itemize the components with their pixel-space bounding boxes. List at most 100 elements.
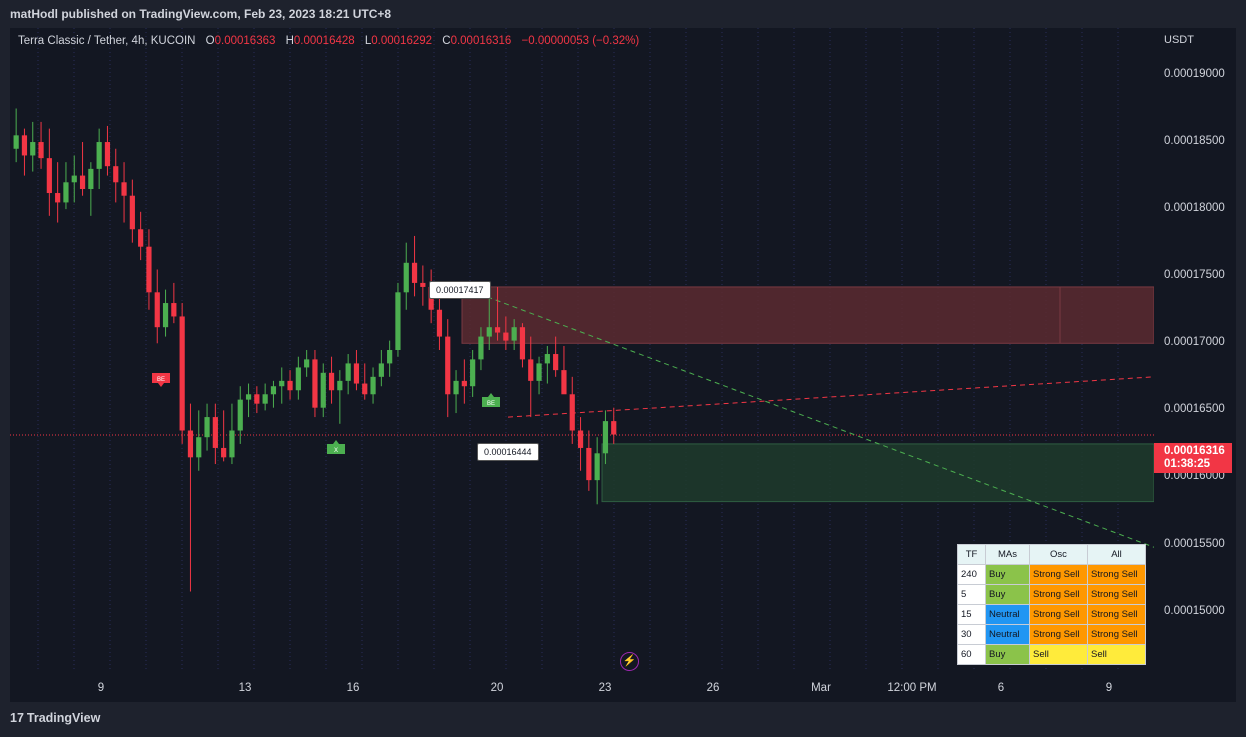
candlestick-chart[interactable]: BE BE X xyxy=(10,28,1154,672)
price-tick-label: 0.00018000 xyxy=(1164,202,1225,215)
axis-corner xyxy=(1154,672,1236,702)
table-cell: Buy xyxy=(985,564,1030,585)
time-tick-label: 20 xyxy=(490,682,504,694)
table-cell: Buy xyxy=(985,584,1030,605)
last-price-value: 0.00016316 xyxy=(1164,445,1225,457)
table-cell: Sell xyxy=(1029,644,1088,665)
candle-body xyxy=(13,135,19,149)
candle-body xyxy=(254,394,260,404)
marker-label: BE xyxy=(157,377,165,383)
candle-body xyxy=(30,142,36,156)
x-signal-marker[interactable]: X xyxy=(327,440,345,454)
table-cell: Neutral xyxy=(985,624,1030,645)
table-cell: 30 xyxy=(957,624,986,645)
candle-body xyxy=(544,354,550,364)
price-tick-label: 0.00016500 xyxy=(1164,403,1225,416)
candle-body xyxy=(370,376,376,395)
symbol-name[interactable]: Terra Classic / Tether, 4h, KUCOIN xyxy=(18,35,196,47)
time-tick-label: Mar xyxy=(811,682,831,694)
candle-body xyxy=(237,399,243,431)
candle-body xyxy=(528,359,534,381)
time-tick-label: 9 xyxy=(1105,682,1113,694)
candle-body xyxy=(138,229,144,247)
time-tick-label: 23 xyxy=(598,682,612,694)
table-cell: Strong Sell xyxy=(1029,564,1088,585)
candle-body xyxy=(569,394,575,431)
price-tick-label: 0.00016000 xyxy=(1164,470,1225,483)
candle-body xyxy=(436,309,443,337)
low-value: 0.00016292 xyxy=(371,35,433,47)
candle-body xyxy=(420,282,426,287)
be-signal-marker[interactable]: BE xyxy=(482,393,500,407)
candle-body xyxy=(445,336,451,395)
candle-body xyxy=(71,175,77,183)
table-cell: Sell xyxy=(1087,644,1146,665)
table-header-cell: TF xyxy=(957,544,986,565)
high-price-label[interactable]: 0.00017417 xyxy=(429,281,491,299)
candle-body xyxy=(129,195,135,230)
candle-body xyxy=(262,394,268,404)
table-row: 30 Neutral Strong Sell Strong Sell xyxy=(957,624,1146,645)
symbol-legend: Terra Classic / Tether, 4h, KUCOIN O0.00… xyxy=(18,35,639,47)
candle-body xyxy=(212,417,218,448)
downtrend-line xyxy=(461,286,1154,548)
candle-body xyxy=(411,262,418,283)
axis-unit[interactable]: USDT xyxy=(1164,34,1194,46)
signal-table: TF MAs Osc All 240 Buy Strong Sell Strong Sell 5… xyxy=(957,544,1146,665)
candle-body xyxy=(611,421,617,435)
table-cell: Strong Sell xyxy=(1087,624,1146,645)
lightning-icon[interactable]: ⚡ xyxy=(620,652,639,671)
candle-body xyxy=(586,447,592,481)
price-tick-label: 0.00015500 xyxy=(1164,537,1225,550)
table-header-row: TF MAs Osc All xyxy=(957,544,1146,565)
demand-zone xyxy=(601,443,1154,503)
candle-body xyxy=(403,262,409,293)
candle-body xyxy=(146,246,152,293)
marker-shape xyxy=(482,393,500,407)
price-tick-label: 0.00017000 xyxy=(1164,336,1225,349)
table-cell: Strong Sell xyxy=(1087,584,1146,605)
candle-body xyxy=(38,142,44,159)
table-header-cell: All xyxy=(1087,544,1146,565)
candle-body xyxy=(470,359,476,387)
table-cell: Strong Sell xyxy=(1087,564,1146,585)
brand-name: TradingView xyxy=(26,711,101,725)
table-cell: Strong Sell xyxy=(1029,584,1088,605)
candle-body xyxy=(154,292,160,328)
candle-body xyxy=(221,447,227,458)
candle-body xyxy=(337,380,343,391)
candle-body xyxy=(345,363,351,381)
candle-body xyxy=(511,327,517,341)
candle-body xyxy=(461,380,467,387)
time-tick-label: 12:00 PM xyxy=(887,682,937,694)
table-cell: 5 xyxy=(957,584,986,605)
marker-label: BE xyxy=(487,401,495,407)
candle-body xyxy=(320,372,326,408)
price-tick-label: 0.00015000 xyxy=(1164,604,1225,617)
price-axis[interactable] xyxy=(1154,28,1236,672)
low-price-label[interactable]: 0.00016444 xyxy=(477,443,539,461)
candle-body xyxy=(453,380,459,395)
marker-label: X xyxy=(334,448,338,454)
time-axis[interactable] xyxy=(10,672,1154,702)
open-value: 0.00016363 xyxy=(214,35,276,47)
table-cell: Buy xyxy=(985,644,1030,665)
candle-body xyxy=(113,166,119,183)
be-signal-marker[interactable]: BE xyxy=(152,373,170,387)
candle-body xyxy=(179,316,185,431)
brand-footer: 17 TradingView xyxy=(10,711,100,725)
table-cell: Strong Sell xyxy=(1087,604,1146,625)
candle-body xyxy=(304,359,310,368)
open-key: O xyxy=(205,35,215,47)
bar-countdown: 01:38:25 xyxy=(1164,458,1211,470)
candle-body xyxy=(270,386,277,395)
time-tick-label: 13 xyxy=(238,682,252,694)
candle-body xyxy=(229,430,235,458)
table-cell: 240 xyxy=(957,564,986,585)
change-value: −0.00000053 (−0.32%) xyxy=(521,35,640,47)
candle-body xyxy=(312,359,318,408)
time-tick-label: 16 xyxy=(346,682,360,694)
candle-body xyxy=(187,430,194,458)
candle-body xyxy=(395,292,401,350)
candle-body xyxy=(63,182,69,203)
